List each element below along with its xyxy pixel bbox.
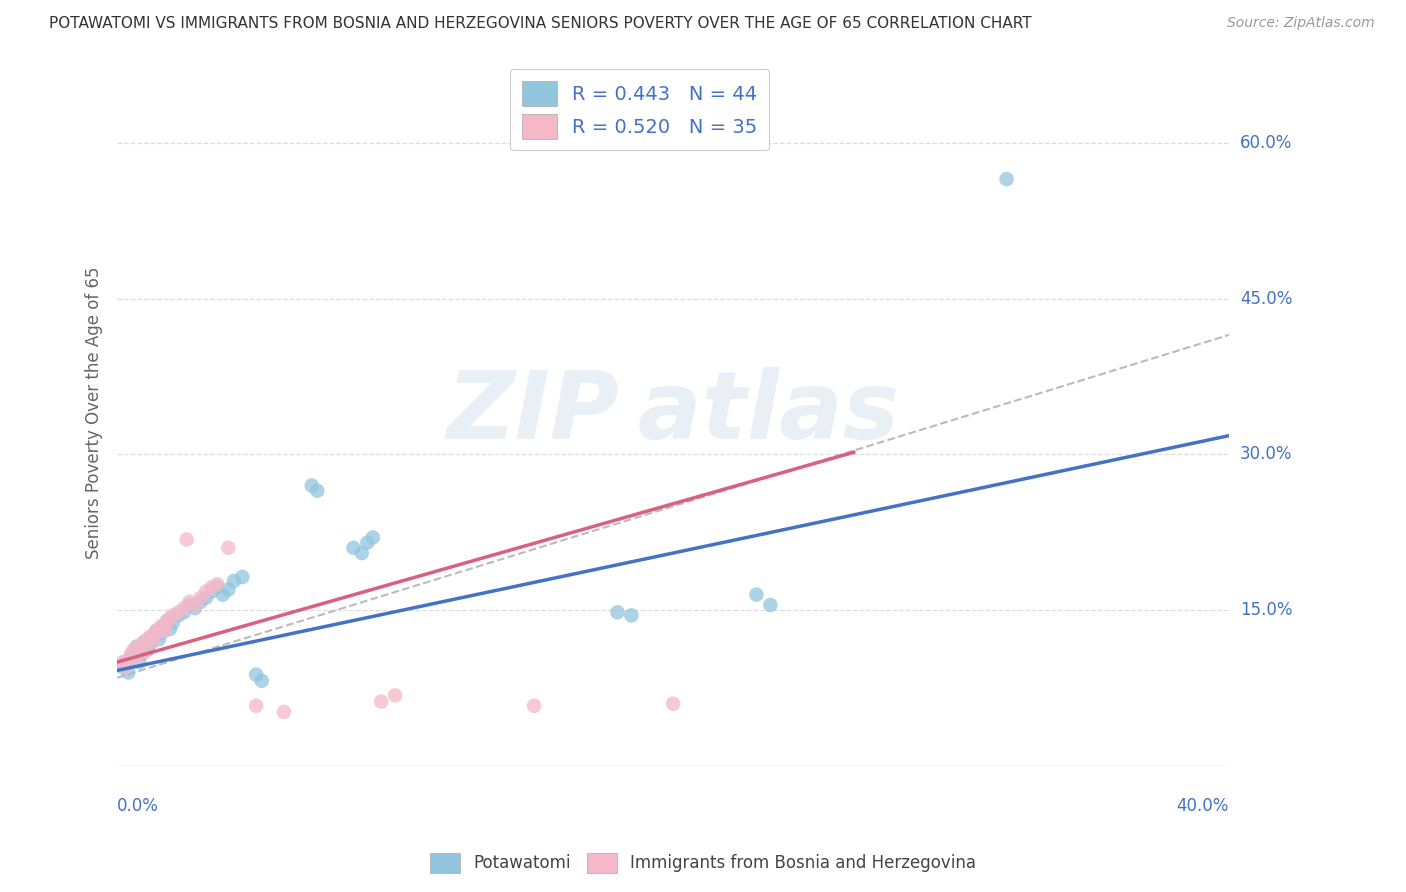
Point: [148, 622, 170, 636]
Point: [139, 629, 162, 643]
Point: [153, 619, 176, 633]
Point: [142, 629, 165, 643]
Point: [136, 632, 159, 647]
Point: [190, 591, 212, 605]
Point: [245, 667, 267, 681]
Point: [231, 570, 253, 584]
Point: [117, 653, 139, 667]
Point: [759, 598, 782, 612]
Point: [139, 636, 162, 650]
Text: Source: ZipAtlas.com: Source: ZipAtlas.com: [1227, 16, 1375, 30]
Point: [620, 608, 643, 623]
Point: [222, 574, 245, 588]
Text: 45.0%: 45.0%: [1240, 290, 1292, 308]
Point: [207, 580, 229, 594]
Text: 15.0%: 15.0%: [1240, 601, 1292, 619]
Point: [125, 649, 148, 664]
Point: [167, 605, 190, 619]
Point: [217, 582, 239, 597]
Point: [111, 660, 134, 674]
Point: [145, 624, 167, 638]
Point: [134, 645, 156, 659]
Point: [134, 634, 156, 648]
Point: [153, 624, 176, 638]
Point: [307, 483, 329, 498]
Point: [128, 640, 150, 654]
Point: [207, 577, 229, 591]
Legend: Potawatomi, Immigrants from Bosnia and Herzegovina: Potawatomi, Immigrants from Bosnia and H…: [423, 847, 983, 880]
Point: [117, 665, 139, 680]
Point: [523, 698, 546, 713]
Text: POTAWATOMI VS IMMIGRANTS FROM BOSNIA AND HERZEGOVINA SENIORS POVERTY OVER THE AG: POTAWATOMI VS IMMIGRANTS FROM BOSNIA AND…: [49, 16, 1032, 31]
Point: [995, 172, 1018, 186]
Point: [361, 531, 384, 545]
Text: ZIP atlas: ZIP atlas: [447, 367, 900, 458]
Point: [142, 634, 165, 648]
Point: [384, 689, 406, 703]
Point: [120, 649, 142, 664]
Point: [122, 645, 145, 659]
Point: [114, 660, 136, 674]
Point: [195, 584, 218, 599]
Point: [162, 615, 184, 630]
Point: [150, 626, 173, 640]
Point: [111, 655, 134, 669]
Point: [662, 697, 685, 711]
Point: [162, 608, 184, 623]
Point: [301, 478, 323, 492]
Point: [201, 580, 224, 594]
Point: [150, 619, 173, 633]
Point: [148, 632, 170, 647]
Y-axis label: Seniors Poverty Over the Age of 65: Seniors Poverty Over the Age of 65: [86, 267, 103, 559]
Point: [159, 622, 181, 636]
Point: [350, 546, 373, 560]
Point: [131, 636, 153, 650]
Point: [211, 588, 233, 602]
Point: [173, 605, 195, 619]
Point: [179, 598, 201, 612]
Text: 40.0%: 40.0%: [1177, 797, 1229, 814]
Text: 0.0%: 0.0%: [117, 797, 159, 814]
Point: [190, 595, 212, 609]
Point: [128, 655, 150, 669]
Point: [356, 535, 378, 549]
Point: [370, 695, 392, 709]
Point: [114, 655, 136, 669]
Text: 60.0%: 60.0%: [1240, 134, 1292, 152]
Point: [184, 601, 207, 615]
Point: [145, 626, 167, 640]
Point: [120, 647, 142, 661]
Point: [195, 591, 218, 605]
Point: [201, 584, 224, 599]
Point: [159, 611, 181, 625]
Point: [245, 698, 267, 713]
Point: [156, 615, 179, 630]
Point: [250, 673, 273, 688]
Point: [184, 598, 207, 612]
Point: [173, 601, 195, 615]
Point: [122, 642, 145, 657]
Point: [745, 588, 768, 602]
Text: 30.0%: 30.0%: [1240, 445, 1292, 463]
Point: [179, 595, 201, 609]
Point: [167, 608, 190, 623]
Point: [217, 541, 239, 555]
Point: [606, 605, 628, 619]
Point: [136, 642, 159, 657]
Point: [176, 533, 198, 547]
Point: [156, 614, 179, 628]
Point: [273, 705, 295, 719]
Legend: R = 0.443   N = 44, R = 0.520   N = 35: R = 0.443 N = 44, R = 0.520 N = 35: [510, 70, 769, 151]
Point: [131, 647, 153, 661]
Point: [342, 541, 364, 555]
Point: [125, 640, 148, 654]
